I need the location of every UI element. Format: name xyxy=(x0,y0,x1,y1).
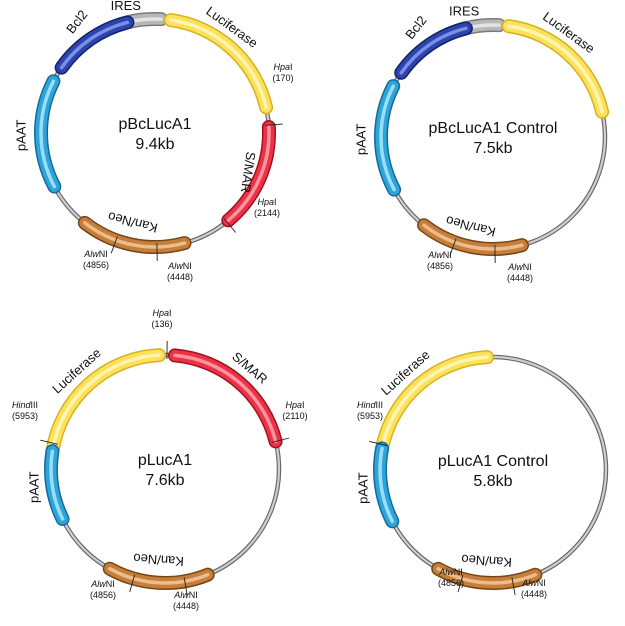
site-enzyme-italic: Alw xyxy=(521,578,537,588)
site-enzyme-suffix: NI xyxy=(523,262,532,272)
segment-paat: pAAT xyxy=(356,448,393,521)
site-position: (170) xyxy=(272,73,293,83)
segment-luciferase: Luciferase xyxy=(171,3,266,107)
site-enzyme-suffix: I xyxy=(169,308,172,318)
site-enzyme-name: AlwNI xyxy=(90,579,115,589)
site-enzyme-italic: Alw xyxy=(83,249,99,259)
segment-label: Bcl2 xyxy=(63,7,90,36)
segment-bcl2: Bcl2 xyxy=(62,7,128,67)
site-enzyme-name: HpaI xyxy=(257,197,276,207)
segment-label: pAAT xyxy=(356,472,371,504)
site-position: (4856) xyxy=(83,260,109,270)
site-enzyme-suffix: III xyxy=(31,400,39,410)
site-enzyme-name: HindIII xyxy=(12,400,38,410)
site-enzyme-italic: Hind xyxy=(357,400,377,410)
site-enzyme-suffix: III xyxy=(376,400,384,410)
site-position: (5953) xyxy=(12,411,38,421)
plasmid-title: pBcLucA1 xyxy=(119,116,192,133)
plasmid-size: 7.5kb xyxy=(473,140,512,157)
segment-label: IRES xyxy=(449,4,480,19)
segment-label: Kan/Neo xyxy=(106,209,159,236)
segment-label: IRES xyxy=(111,0,142,13)
site-enzyme-suffix: NI xyxy=(537,578,546,588)
segment-paat: pAAT xyxy=(13,81,54,186)
site-enzyme-suffix: NI xyxy=(99,249,108,259)
segment-paat: pAAT xyxy=(353,86,394,189)
site-enzyme-name: AlwNI xyxy=(507,262,532,272)
segment-kan-neo: Kan/Neo xyxy=(110,551,208,583)
plasmid-size: 9.4kb xyxy=(135,136,174,153)
segment-s-mar: S/MAR xyxy=(175,349,276,442)
segment-bcl2: Bcl2 xyxy=(401,13,466,73)
site-enzyme-name: AlwNI xyxy=(167,261,192,271)
plasmid-title: pLucA1 xyxy=(138,452,192,469)
site-enzyme-suffix: I xyxy=(274,197,277,207)
site-position: (4856) xyxy=(90,590,116,600)
site-enzyme-suffix: NI xyxy=(443,250,452,260)
segment-label: Kan/Neo xyxy=(461,552,513,570)
site-enzyme-suffix: NI xyxy=(106,579,115,589)
site-position: (4448) xyxy=(507,273,533,283)
site-enzyme-italic: Hpa xyxy=(257,197,274,207)
site-position: (4448) xyxy=(521,589,547,599)
segment-label: pAAT xyxy=(353,123,368,155)
segment-label: pAAT xyxy=(27,471,42,503)
plasmid-size: 7.6kb xyxy=(145,472,184,489)
segment-luciferase: Luciferase xyxy=(49,345,159,451)
plasmid-size: 5.8kb xyxy=(473,473,512,490)
site-position: (4856) xyxy=(427,261,453,271)
site-enzyme-suffix: NI xyxy=(454,567,463,577)
site-enzyme-name: HpaI xyxy=(285,400,304,410)
site-position: (4856) xyxy=(438,578,464,588)
segment-luciferase: Luciferase xyxy=(378,347,487,448)
site-enzyme-suffix: I xyxy=(290,62,293,72)
segment-kan-neo: Kan/Neo xyxy=(424,213,522,249)
site-position: (4448) xyxy=(173,601,199,611)
site-enzyme-name: AlwNI xyxy=(173,590,198,600)
site-enzyme-italic: Hpa xyxy=(273,62,290,72)
site-enzyme-suffix: NI xyxy=(183,261,192,271)
segment-kan-neo: Kan/Neo xyxy=(85,209,185,247)
plasmid-map-4: pLucA1 Control 5.8kb Luciferase Kan/Neo pAAT… xyxy=(356,347,606,599)
site-enzyme-name: HindIII xyxy=(357,400,383,410)
plasmid-title: pLucA1 Control xyxy=(438,453,548,470)
site-position: (5953) xyxy=(357,411,383,421)
site-enzyme-italic: Hpa xyxy=(152,308,169,318)
site-enzyme-name: AlwNI xyxy=(521,578,546,588)
site-enzyme-italic: Alw xyxy=(438,567,454,577)
site-position: (2144) xyxy=(254,208,280,218)
segment-luciferase: Luciferase xyxy=(509,9,603,112)
segment-paat: pAAT xyxy=(27,451,63,519)
restriction-site: AlwNI(4856) xyxy=(438,567,464,592)
site-position: (4448) xyxy=(167,272,193,282)
site-enzyme-italic: Alw xyxy=(90,579,106,589)
site-enzyme-name: AlwNI xyxy=(438,567,463,577)
site-enzyme-name: HpaI xyxy=(273,62,292,72)
segment-label: pAAT xyxy=(13,119,28,151)
site-enzyme-name: HpaI xyxy=(152,308,171,318)
site-enzyme-italic: Alw xyxy=(507,262,523,272)
site-enzyme-name: AlwNI xyxy=(427,250,452,260)
site-enzyme-italic: Alw xyxy=(173,590,189,600)
site-enzyme-italic: Hpa xyxy=(285,400,302,410)
site-enzyme-italic: Hind xyxy=(12,400,32,410)
site-position: (2110) xyxy=(282,411,307,421)
site-enzyme-suffix: NI xyxy=(189,590,198,600)
plasmid-title: pBcLucA1 Control xyxy=(429,120,558,137)
plasmid-map-2: pBcLucA1 Control 7.5kb IRES Luciferase Kan/N… xyxy=(353,4,605,283)
site-position: (136) xyxy=(151,319,172,329)
site-enzyme-italic: Alw xyxy=(167,261,183,271)
segment-label: Kan/Neo xyxy=(133,551,185,569)
segment-label: Bcl2 xyxy=(402,13,429,42)
site-enzyme-suffix: I xyxy=(302,400,305,410)
site-enzyme-name: AlwNI xyxy=(83,249,108,259)
site-enzyme-italic: Alw xyxy=(427,250,443,260)
